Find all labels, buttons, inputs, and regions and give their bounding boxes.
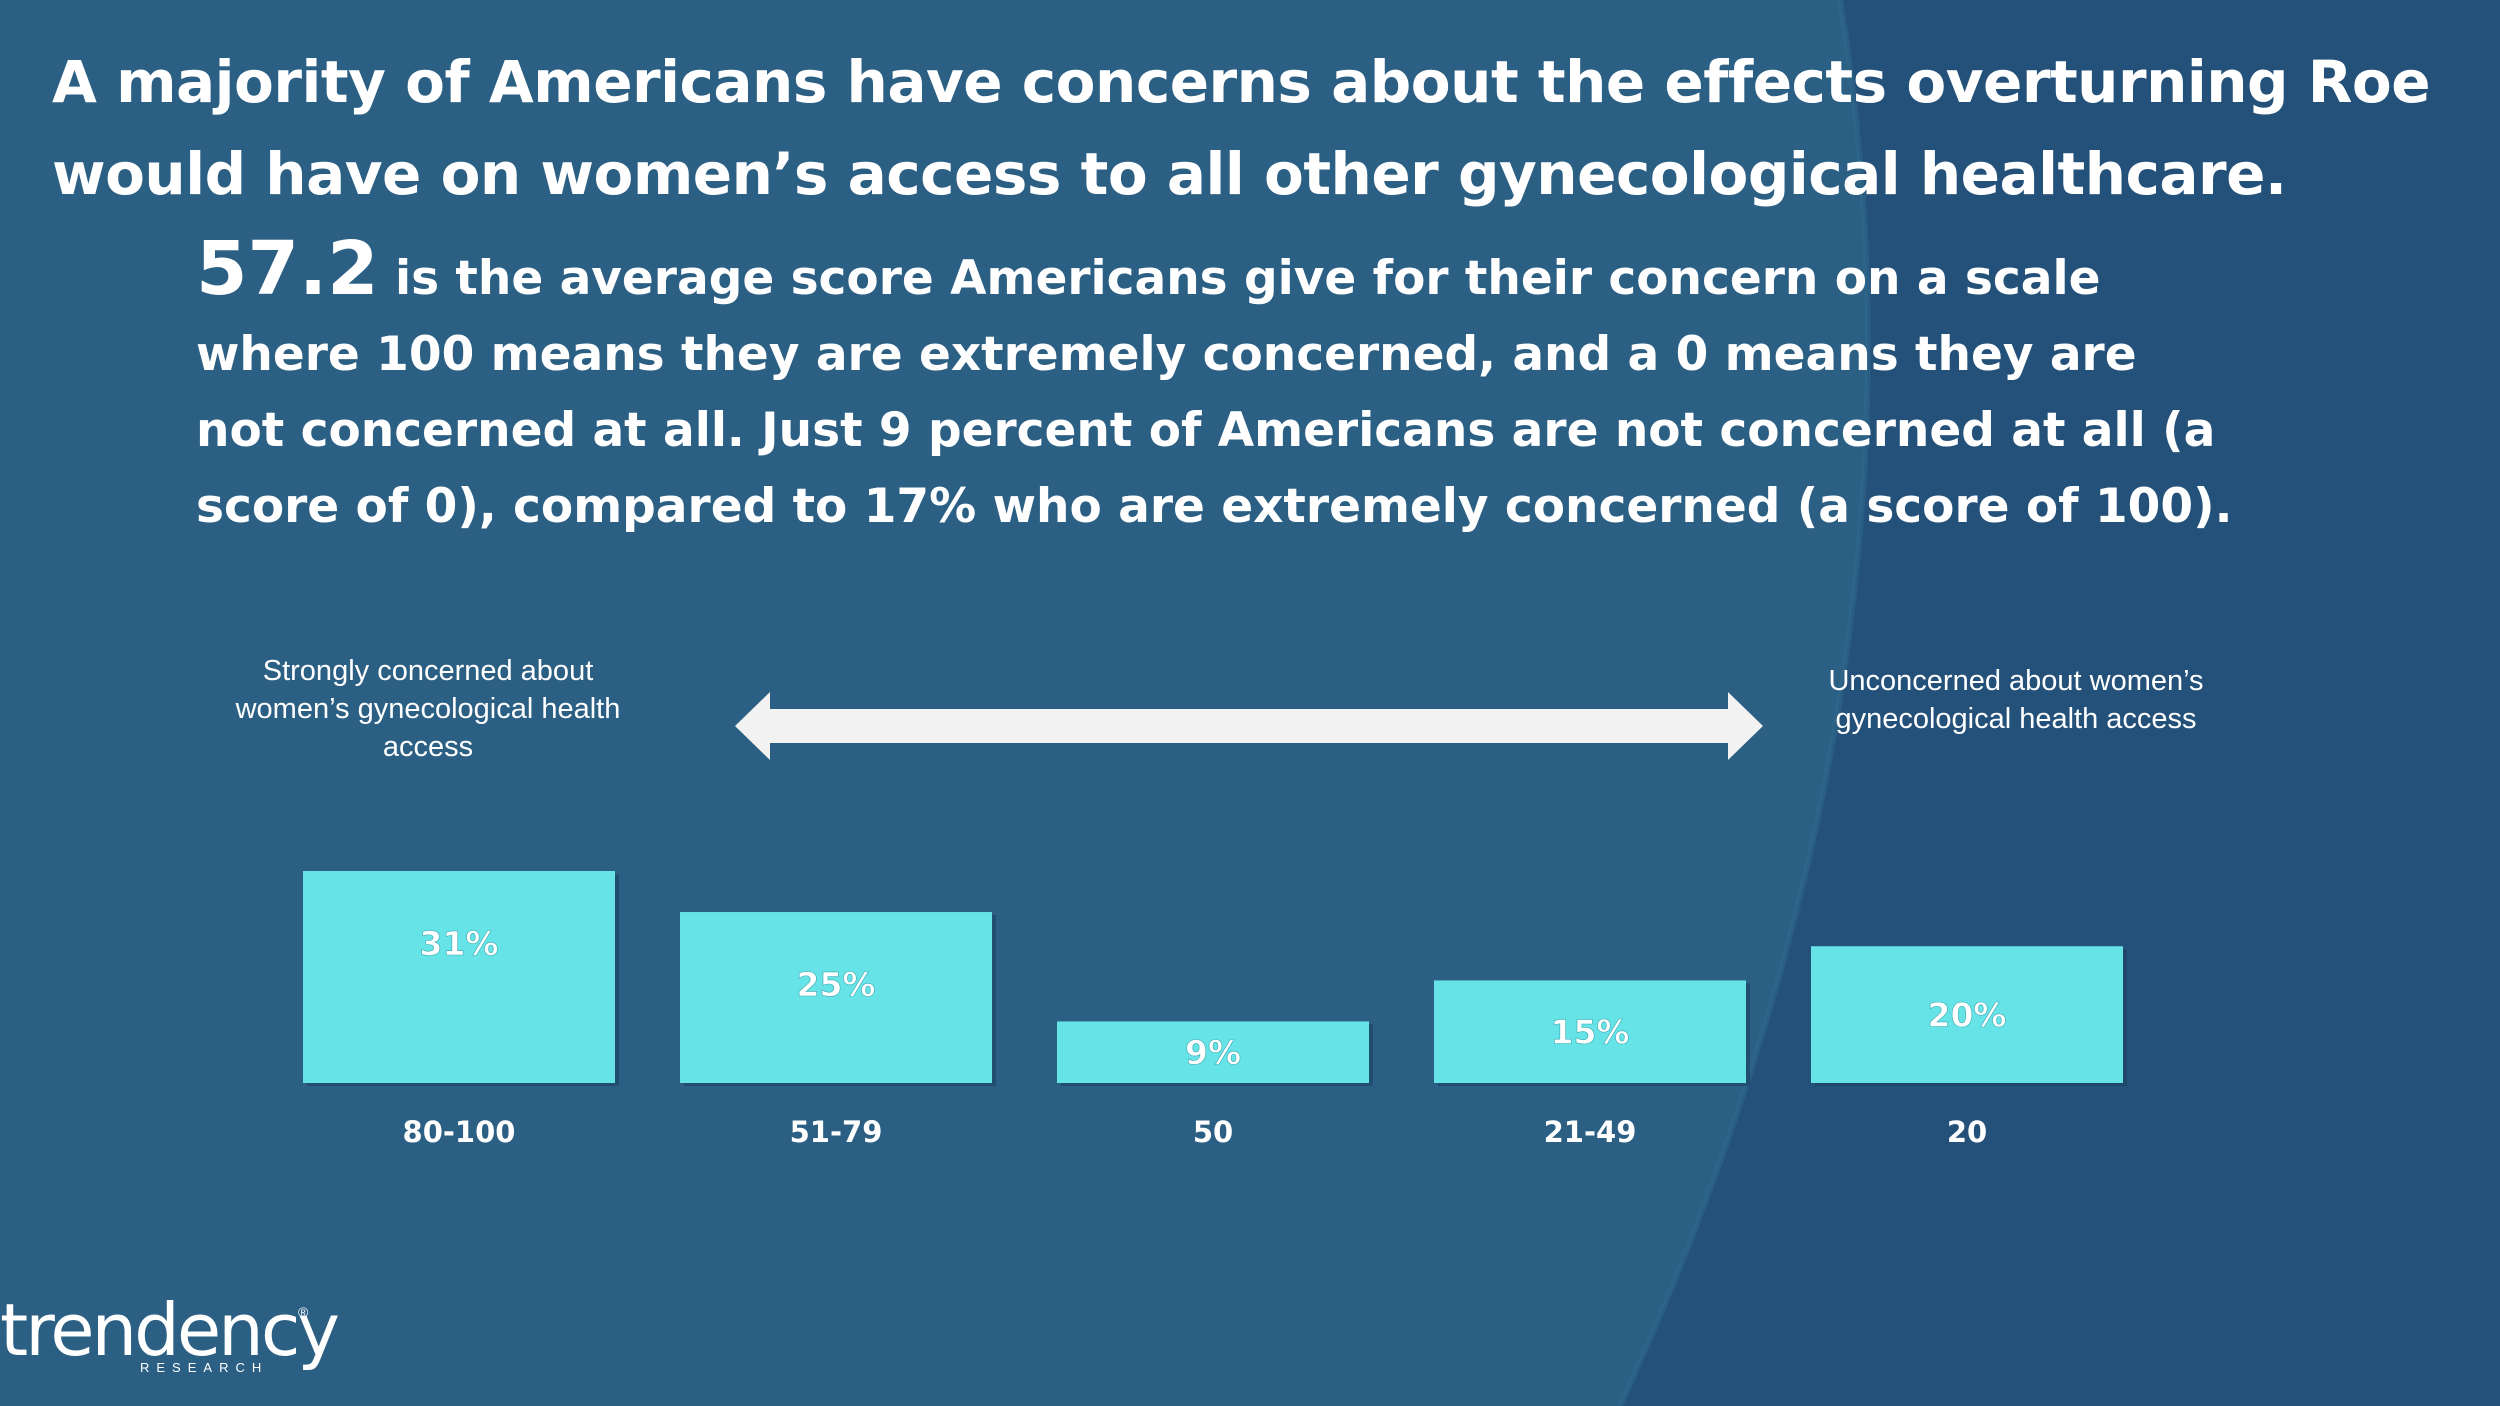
category-label: 80-100 [403,1115,516,1149]
title-line-2: would have on women’s access to all othe… [52,140,2287,208]
title-line-1: A majority of Americans have concerns ab… [52,48,2431,116]
category-label: 20 [1947,1115,1987,1149]
logo-subtext: RESEARCH [140,1360,269,1375]
bars-layer: 31% 80-100 25% 51-79 9% 50 15% 21-49 20% 20 [303,871,2127,1149]
bar-20 [1811,946,2123,1083]
bar-80-100 [303,871,615,1083]
summary-text: is the average score Americans give for … [196,251,2233,534]
average-score: 57.2 [196,226,379,312]
slide-title: A majority of Americans have concerns ab… [52,36,2472,220]
bar-value-label: 31% [420,924,499,963]
bar-value-label: 15% [1551,1013,1630,1052]
summary-paragraph: 57.2 is the average score Americans give… [196,232,2236,545]
category-label: 51-79 [790,1115,883,1149]
category-label: 50 [1193,1115,1233,1149]
background-curve-edge [1617,0,1871,1406]
logo-wordmark: trendency [0,1288,340,1372]
left-scale-label: Strongly concerned about women’s gynecol… [235,655,621,763]
trendency-logo: trendency RESEARCH ® [0,1288,340,1375]
right-scale-label: Unconcerned about women’s gynecological … [1828,665,2204,735]
logo-registered-mark: ® [298,1304,309,1320]
bar-51-79 [680,912,992,1083]
bar-21-49 [1434,980,1746,1083]
bar-value-label: 9% [1185,1033,1241,1072]
category-label: 21-49 [1544,1115,1637,1149]
bar-value-label: 25% [797,965,876,1004]
double-arrow [735,692,1763,760]
bar-50 [1057,1021,1369,1083]
bar-value-label: 20% [1928,996,2007,1035]
